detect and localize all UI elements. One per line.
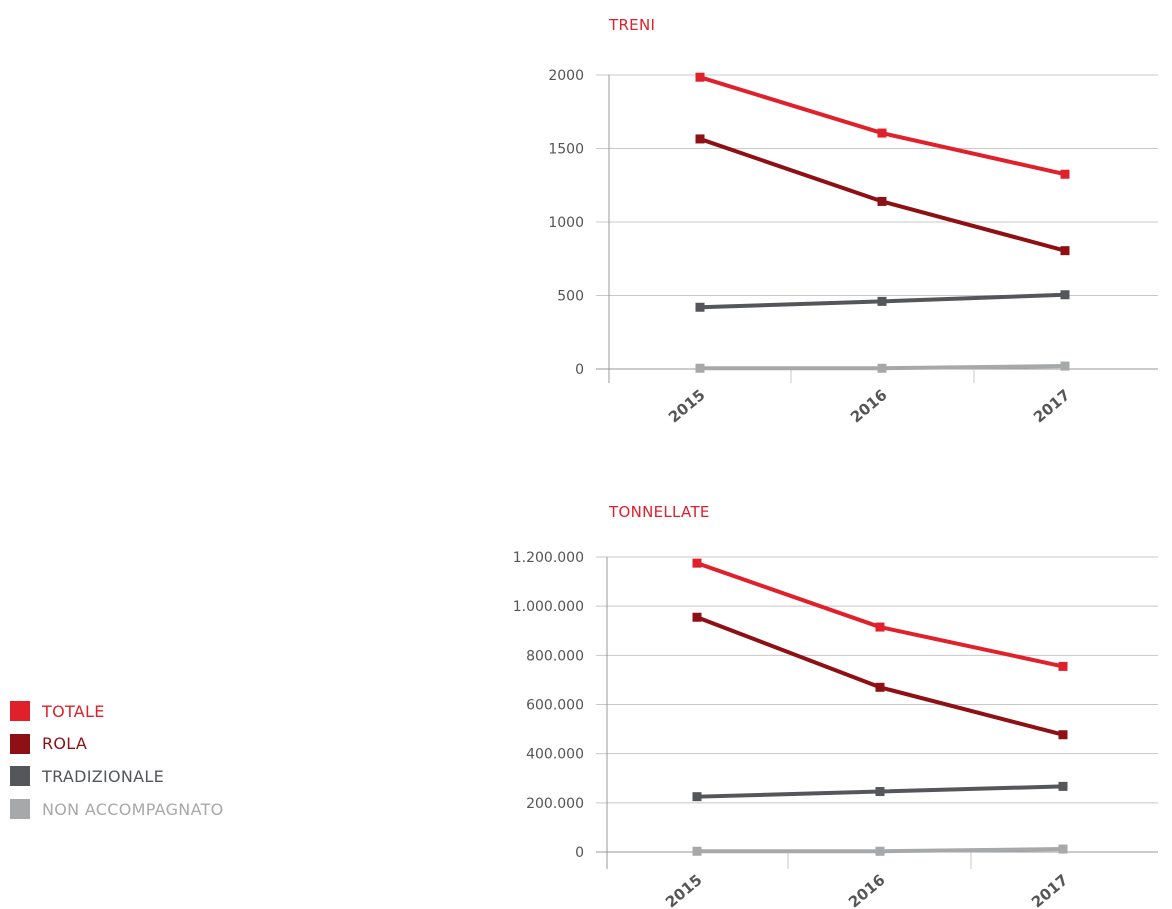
- tonnellate-y-tick-label: 1.200.000: [513, 550, 584, 566]
- tonnellate-point-non-accompagnato-2017: [1058, 844, 1068, 854]
- tonnellate-x-tick-label: 2015: [662, 871, 706, 909]
- legend: TOTALE ROLA TRADIZIONALE NON ACCOMPAGNAT…: [10, 699, 224, 830]
- tonnellate-y-tick-label: 400.000: [526, 747, 584, 763]
- treni-point-tradizionale-2016: [877, 296, 887, 306]
- legend-label-totale: TOTALE: [42, 701, 105, 721]
- tonnellate-x-tick-label: 2016: [845, 871, 889, 909]
- chart-title-treni: TRENI: [609, 16, 656, 34]
- legend-item-tradizionale: TRADIZIONALE: [10, 764, 224, 788]
- tonnellate-point-rola-2017: [1058, 730, 1068, 740]
- chart-title-tonnellate: TONNELLATE: [609, 503, 710, 521]
- tonnellate-x-tick-label: 2017: [1028, 871, 1072, 909]
- legend-label-tradizionale: TRADIZIONALE: [42, 766, 165, 786]
- treni-point-tradizionale-2017: [1060, 290, 1070, 300]
- treni-y-tick-label: 2000: [548, 68, 584, 84]
- treni-point-rola-2017: [1060, 246, 1070, 256]
- legend-item-non-accompagnato: NON ACCOMPAGNATO: [10, 797, 224, 821]
- legend-item-totale: TOTALE: [10, 699, 224, 723]
- legend-item-rola: ROLA: [10, 732, 224, 756]
- treni-point-totale-2017: [1060, 169, 1070, 179]
- legend-swatch-tradizionale: [10, 766, 30, 787]
- tonnellate-y-tick-label: 1.000.000: [513, 599, 584, 615]
- legend-swatch-non-accompagnato: [10, 799, 30, 820]
- treni-point-tradizionale-2015: [695, 302, 705, 312]
- treni-y-tick-label: 1000: [548, 215, 584, 231]
- treni-y-tick-label: 0: [575, 362, 584, 378]
- tonnellate-point-tradizionale-2016: [875, 787, 885, 797]
- tonnellate-series-line-totale: [695, 561, 1065, 669]
- treni-point-rola-2016: [877, 196, 887, 206]
- tonnellate-y-tick-label: 800.000: [526, 648, 584, 664]
- tonnellate-point-totale-2016: [875, 622, 885, 632]
- treni-point-non-accompagnato-2016: [877, 363, 887, 373]
- legend-label-rola: ROLA: [42, 734, 88, 754]
- treni-point-non-accompagnato-2017: [1060, 361, 1070, 371]
- tonnellate-point-non-accompagnato-2015: [692, 846, 702, 856]
- tonnellate-point-non-accompagnato-2016: [875, 846, 885, 856]
- tonnellate-point-rola-2016: [875, 682, 885, 692]
- tonnellate-y-tick-label: 600.000: [526, 698, 584, 714]
- tonnellate-point-rola-2015: [692, 612, 702, 622]
- treni-point-rola-2015: [695, 134, 705, 144]
- legend-label-non-accompagnato: NON ACCOMPAGNATO: [42, 799, 224, 819]
- tonnellate-y-tick-label: 200.000: [526, 796, 584, 812]
- tonnellate-point-totale-2017: [1058, 661, 1068, 671]
- legend-swatch-totale: [10, 701, 30, 721]
- tonnellate-series-line-rola: [695, 615, 1065, 737]
- legend-swatch-rola: [10, 733, 30, 754]
- tonnellate-y-tick-label: 0: [575, 845, 584, 861]
- treni-y-tick-label: 1500: [548, 142, 584, 158]
- tonnellate-point-tradizionale-2015: [692, 792, 702, 802]
- treni-point-non-accompagnato-2015: [695, 363, 705, 373]
- treni-point-totale-2016: [877, 128, 887, 138]
- treni-y-tick-label: 500: [557, 289, 584, 305]
- treni-point-totale-2015: [695, 72, 705, 82]
- tonnellate-point-totale-2015: [692, 558, 702, 568]
- tonnellate-point-tradizionale-2017: [1058, 781, 1068, 791]
